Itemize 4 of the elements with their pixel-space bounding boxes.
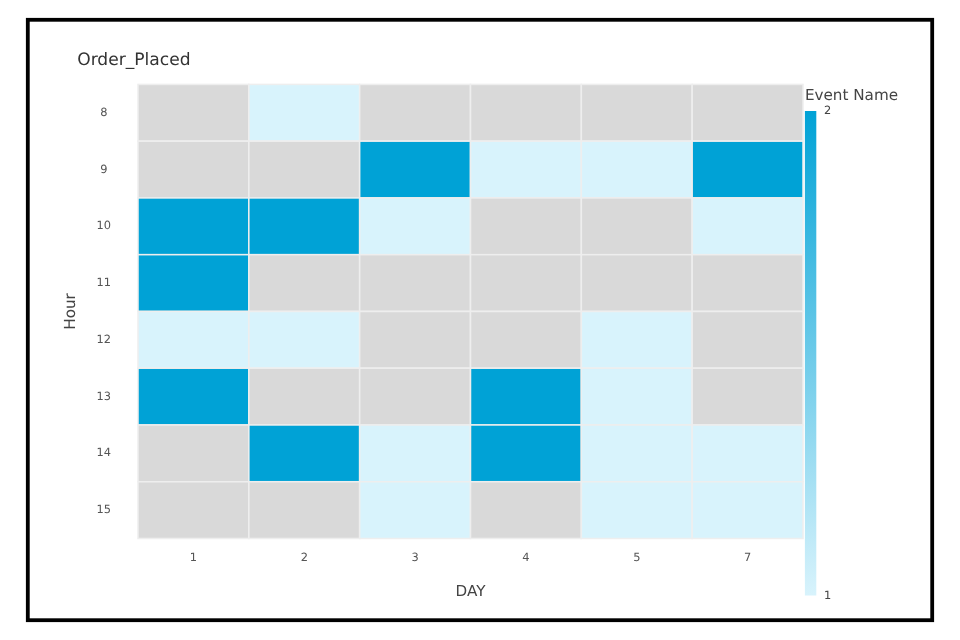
color-bar-title: Event Name bbox=[804, 85, 899, 104]
y-axis-title: Hour bbox=[61, 291, 80, 330]
chart-title: Order_Placed bbox=[77, 51, 191, 72]
x-axis-title: DAY bbox=[455, 581, 487, 600]
